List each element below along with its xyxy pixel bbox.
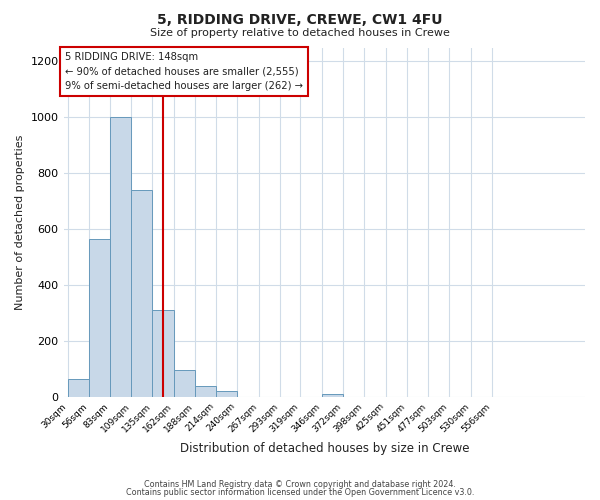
Text: 5, RIDDING DRIVE, CREWE, CW1 4FU: 5, RIDDING DRIVE, CREWE, CW1 4FU (157, 12, 443, 26)
X-axis label: Distribution of detached houses by size in Crewe: Distribution of detached houses by size … (179, 442, 469, 455)
Text: 5 RIDDING DRIVE: 148sqm
← 90% of detached houses are smaller (2,555)
9% of semi-: 5 RIDDING DRIVE: 148sqm ← 90% of detache… (65, 52, 303, 92)
Bar (195, 386, 216, 396)
Bar (322, 394, 343, 396)
Bar (89, 239, 110, 396)
Text: Size of property relative to detached houses in Crewe: Size of property relative to detached ho… (150, 28, 450, 38)
Bar (68, 378, 89, 396)
Text: Contains public sector information licensed under the Open Government Licence v3: Contains public sector information licen… (126, 488, 474, 497)
Bar (110, 118, 131, 396)
Bar (216, 391, 237, 396)
Bar (174, 370, 195, 396)
Bar (152, 310, 174, 396)
Bar (131, 190, 152, 396)
Y-axis label: Number of detached properties: Number of detached properties (15, 134, 25, 310)
Text: Contains HM Land Registry data © Crown copyright and database right 2024.: Contains HM Land Registry data © Crown c… (144, 480, 456, 489)
